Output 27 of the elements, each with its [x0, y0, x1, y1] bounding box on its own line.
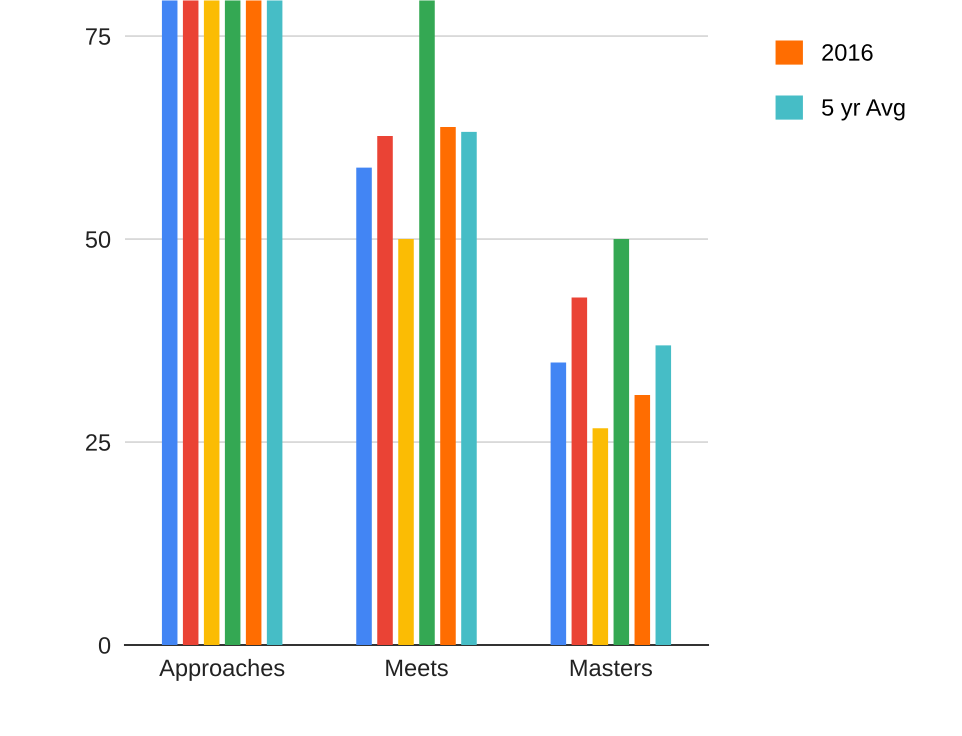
y-tick-label: 75	[86, 28, 110, 45]
bar	[461, 132, 477, 645]
bar	[356, 168, 372, 645]
bar	[162, 0, 178, 645]
legend-label: 2016	[822, 44, 873, 61]
x-tick-label: Meets	[386, 660, 448, 676]
y-tick-label: 0	[98, 637, 110, 654]
bar	[266, 0, 282, 645]
y-tick-label: 25	[86, 434, 110, 451]
bar	[182, 0, 198, 645]
x-tick-label: Masters	[570, 660, 652, 676]
bar	[246, 0, 262, 645]
y-tick-label: 50	[86, 231, 110, 248]
bar	[634, 394, 650, 645]
bar	[592, 428, 608, 645]
bar	[398, 239, 414, 645]
bar	[572, 298, 588, 645]
bar	[204, 0, 220, 645]
bar	[614, 239, 630, 645]
bar	[377, 136, 393, 645]
bar	[440, 127, 456, 645]
bar	[550, 362, 566, 645]
legend-label: 5 yr Avg	[822, 99, 904, 120]
x-tick-label: Approaches	[159, 658, 284, 681]
bar	[656, 345, 672, 645]
bar	[419, 0, 435, 645]
bar	[224, 0, 240, 645]
